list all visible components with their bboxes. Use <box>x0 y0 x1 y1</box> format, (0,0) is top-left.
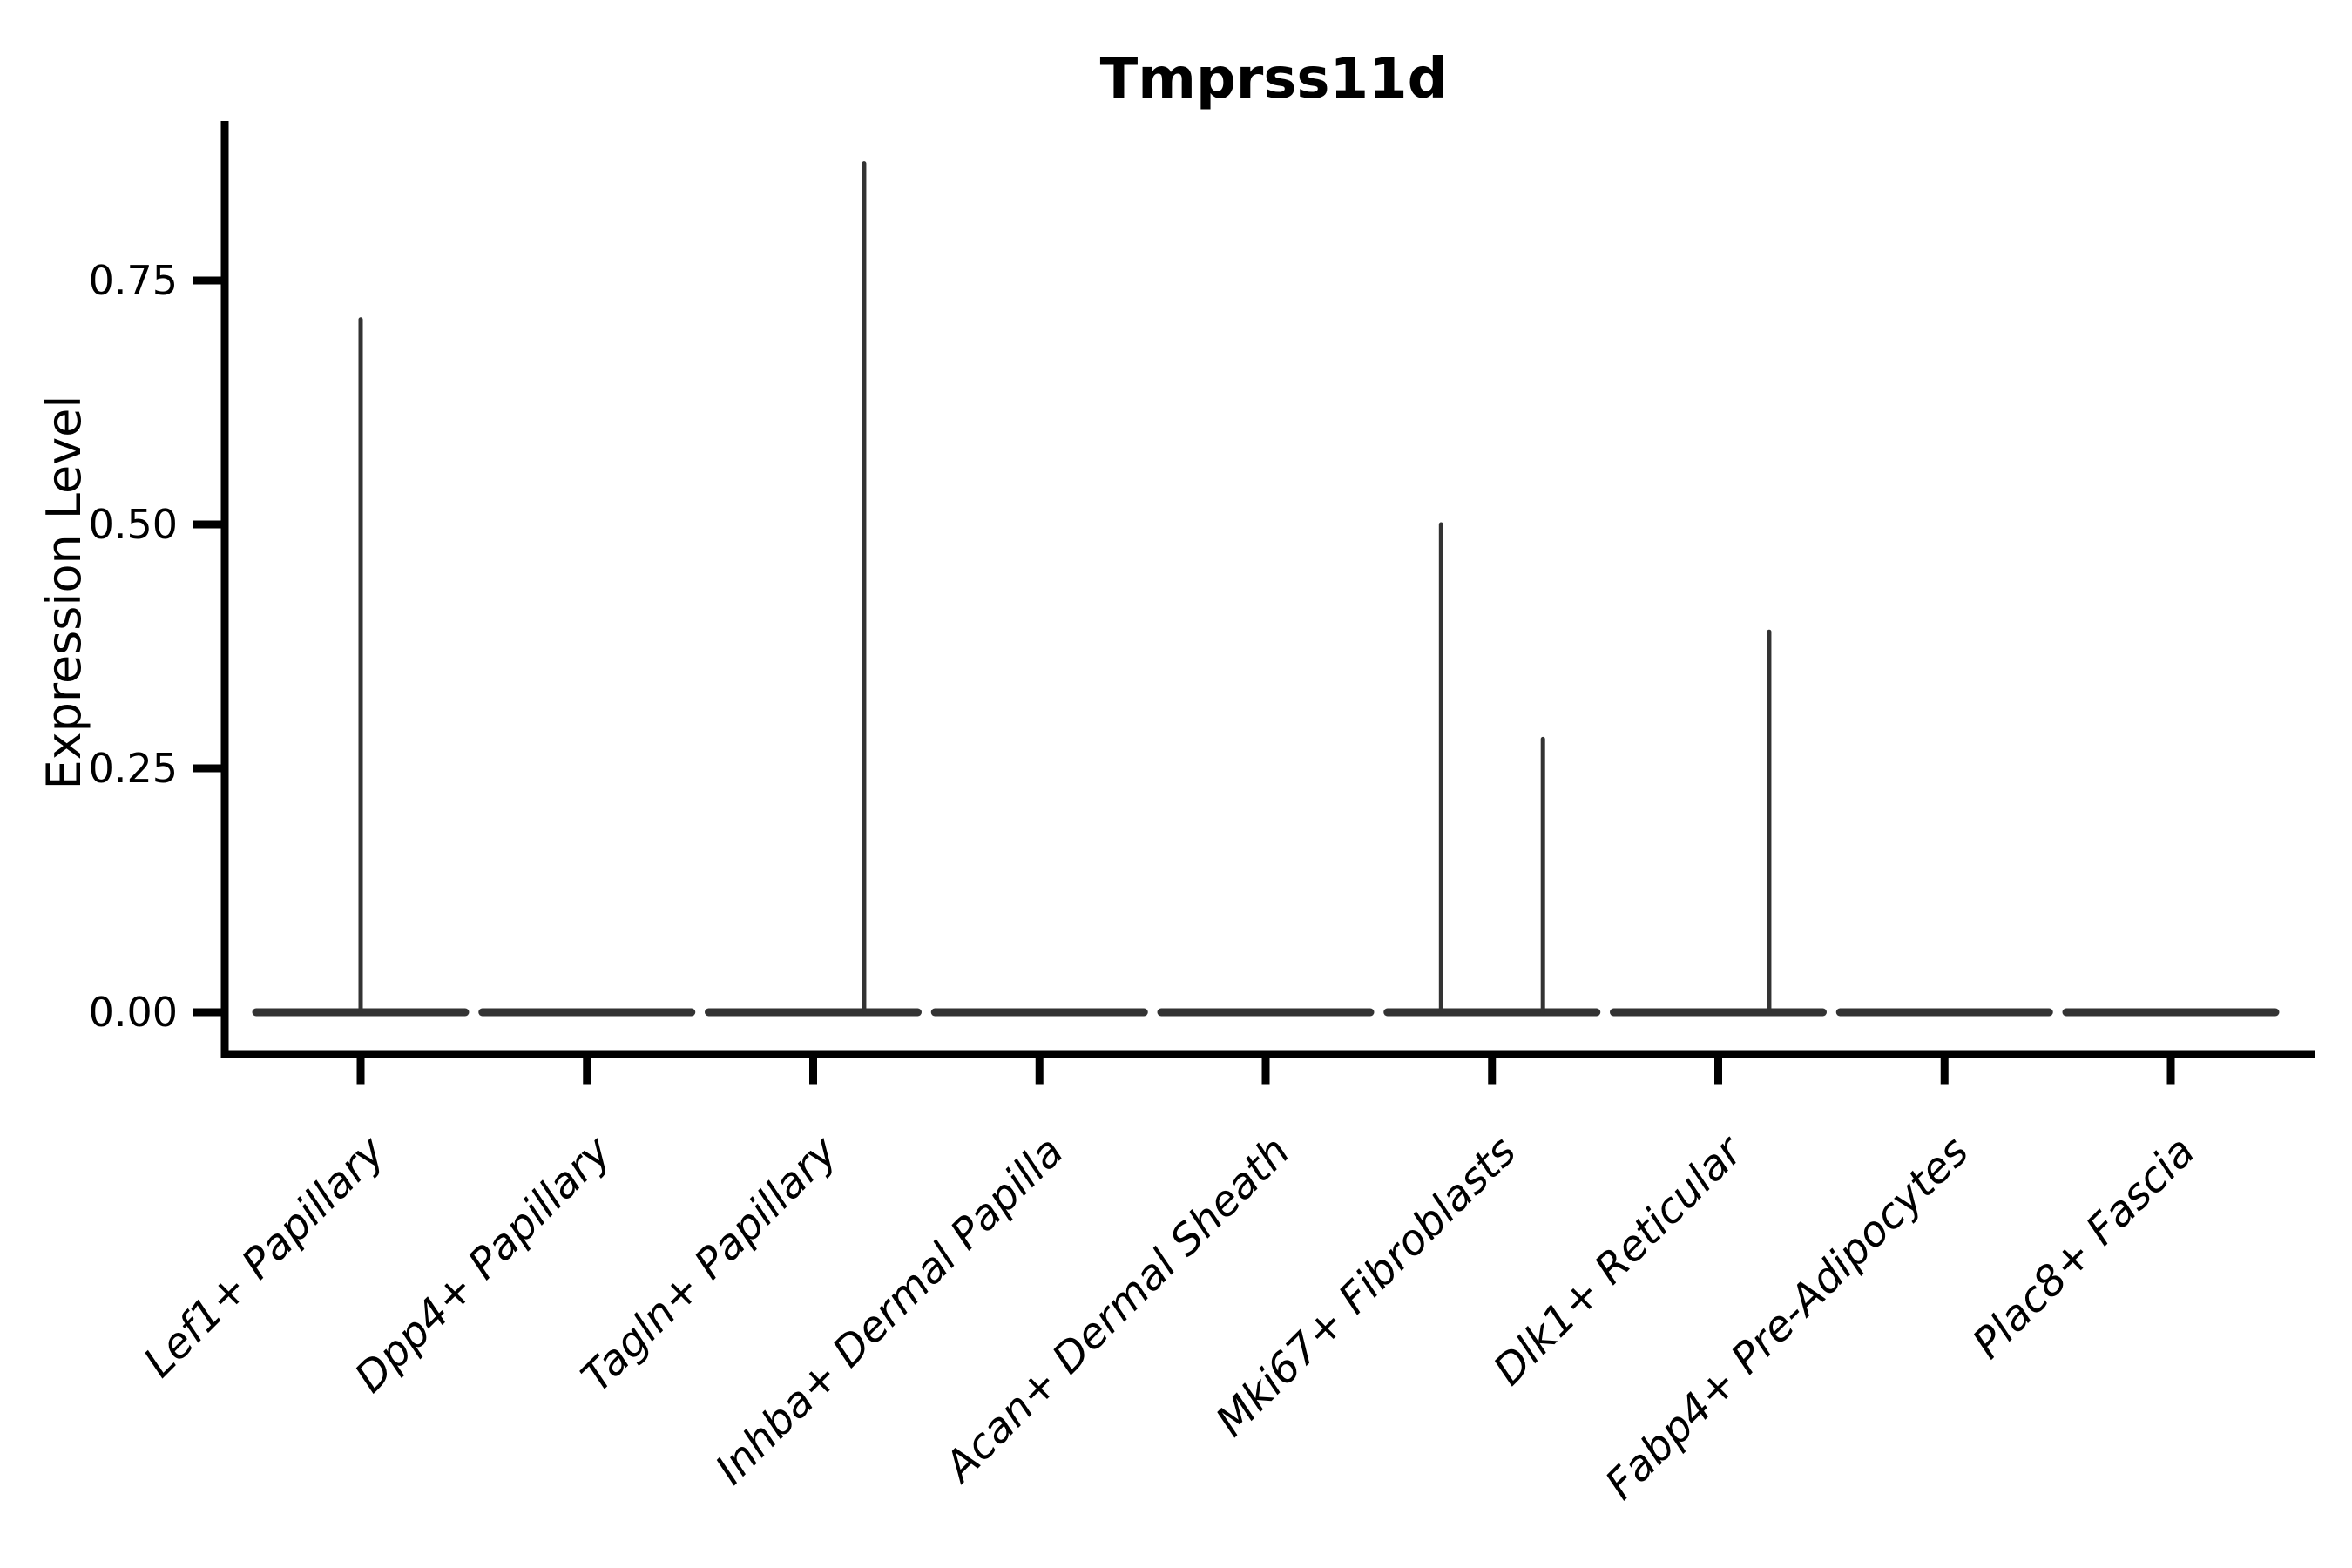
x-tick-label: Lef1+ Papillary <box>134 1126 395 1387</box>
x-tick <box>1940 1058 1949 1085</box>
x-tick <box>356 1058 365 1085</box>
y-tick <box>193 764 221 773</box>
x-tick-label: Plac8+ Fascia <box>1963 1127 2205 1369</box>
x-tick <box>1488 1058 1497 1085</box>
chart-title: Tmprss11d <box>1100 47 1448 112</box>
y-tick-label: 0.75 <box>89 257 178 304</box>
y-tick <box>193 1008 221 1017</box>
y-tick-label: 0.00 <box>89 989 178 1036</box>
x-tick-label: Fabp4+ Pre-Adipocytes <box>1596 1127 1978 1510</box>
x-tick-label: Dlk1+ Reticular <box>1484 1125 1754 1396</box>
x-axis-spine <box>220 1050 2315 1058</box>
x-tick <box>2166 1058 2175 1085</box>
x-tick <box>1035 1058 1044 1085</box>
x-tick <box>1261 1058 1270 1085</box>
y-tick <box>193 276 221 285</box>
y-axis-spine <box>220 121 229 1058</box>
x-tick <box>583 1058 591 1085</box>
x-tick <box>1714 1058 1722 1085</box>
y-axis-label: Expression Level <box>37 395 91 790</box>
x-tick <box>809 1058 817 1085</box>
y-tick-label: 0.25 <box>89 745 178 792</box>
y-tick-label: 0.50 <box>89 501 178 548</box>
y-tick <box>193 520 221 529</box>
violins-layer <box>252 161 2280 1017</box>
